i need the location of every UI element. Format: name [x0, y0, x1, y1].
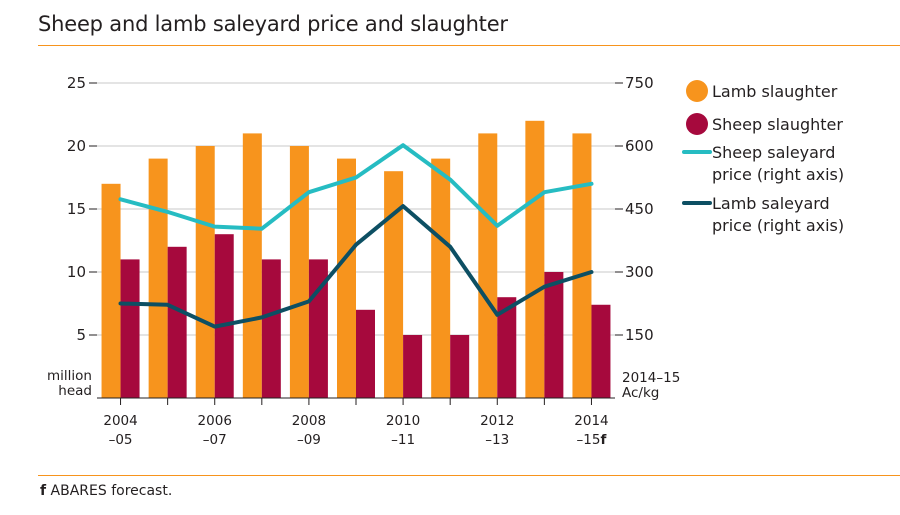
legend-swatch	[686, 80, 708, 102]
bar-sheep-slaughter	[356, 309, 375, 398]
bar-lamb-slaughter	[195, 146, 215, 398]
left-axis-tick-label: 15	[67, 200, 86, 218]
x-tick-label-span: –09	[297, 432, 321, 448]
bar-sheep-slaughter	[167, 246, 187, 398]
right-axis-label: 2014–15	[622, 370, 680, 386]
x-tick-label-span: –13	[485, 432, 509, 448]
bar-sheep-slaughter	[497, 297, 517, 398]
bar-lamb-slaughter	[337, 158, 356, 398]
right-axis-tick-label: 450	[625, 200, 654, 218]
x-tick-label-year: 2014	[574, 413, 608, 429]
bar-series	[101, 120, 611, 399]
left-axis-label: million	[47, 368, 92, 384]
right-axis-tick-label: 150	[625, 326, 654, 344]
legend-label: Sheep saleyard	[712, 143, 835, 162]
legend-label: price (right axis)	[712, 216, 844, 235]
footnote-text: ABARES forecast.	[46, 483, 173, 499]
x-tick-label-year: 2010	[386, 413, 420, 429]
x-tick-label-span: –07	[203, 432, 227, 448]
bar-sheep-slaughter	[120, 259, 140, 398]
bar-lamb-slaughter	[289, 146, 309, 398]
x-tick-label-span: –05	[109, 432, 133, 448]
x-tick-label-year: 2008	[292, 413, 326, 429]
legend-label: price (right axis)	[712, 165, 844, 184]
chart: 510152025150300450600750millionhead2014–…	[47, 74, 844, 448]
left-axis-tick-label: 10	[67, 263, 86, 281]
x-tick-label-year: 2006	[198, 413, 232, 429]
bar-sheep-slaughter	[403, 335, 423, 398]
left-axis-tick-label: 5	[76, 326, 86, 344]
footnote: f ABARES forecast.	[40, 483, 172, 499]
bar-lamb-slaughter	[384, 171, 404, 398]
right-axis-tick-label: 750	[625, 74, 654, 92]
axes: 510152025150300450600750millionhead2014–…	[47, 74, 680, 448]
x-tick-label-year: 2012	[480, 413, 514, 429]
left-axis-tick-label: 25	[67, 74, 86, 92]
legend-label: Lamb slaughter	[712, 82, 838, 101]
chart-title: Sheep and lamb saleyard price and slaugh…	[38, 12, 508, 36]
x-tick-label-year: 2004	[103, 413, 137, 429]
bar-sheep-slaughter	[544, 272, 564, 398]
x-tick-label-span: –15f	[577, 432, 607, 448]
left-axis-label: head	[58, 383, 92, 399]
bar-sheep-slaughter	[214, 234, 234, 398]
bar-lamb-slaughter	[431, 158, 451, 398]
bar-sheep-slaughter	[261, 259, 281, 398]
footnote-rule	[38, 475, 900, 476]
footnote-mark: f	[40, 483, 47, 499]
title-rule	[38, 45, 900, 46]
bar-lamb-slaughter	[572, 133, 592, 398]
line-sheep-saleyard-price	[118, 143, 594, 231]
legend: Lamb slaughter Sheep slaughter Sheep saley…	[682, 80, 844, 235]
bar-sheep-slaughter	[591, 304, 611, 398]
right-axis-tick-label: 600	[625, 137, 654, 155]
bar-lamb-slaughter	[101, 183, 121, 398]
legend-label: Lamb saleyard	[712, 194, 830, 213]
line-lamb-saleyard-price	[118, 204, 594, 329]
legend-swatch	[686, 113, 708, 135]
right-axis-label: Ac/kg	[622, 385, 659, 401]
legend-label: Sheep slaughter	[712, 115, 843, 134]
bar-sheep-slaughter	[450, 335, 470, 398]
left-axis-tick-label: 20	[67, 137, 86, 155]
x-tick-label-span: –11	[391, 432, 415, 448]
line-series	[118, 143, 594, 329]
bar-lamb-slaughter	[478, 133, 498, 398]
right-axis-tick-label: 300	[625, 263, 654, 281]
bar-lamb-slaughter	[525, 120, 545, 399]
bar-lamb-slaughter	[242, 133, 262, 398]
bar-lamb-slaughter	[148, 158, 168, 398]
